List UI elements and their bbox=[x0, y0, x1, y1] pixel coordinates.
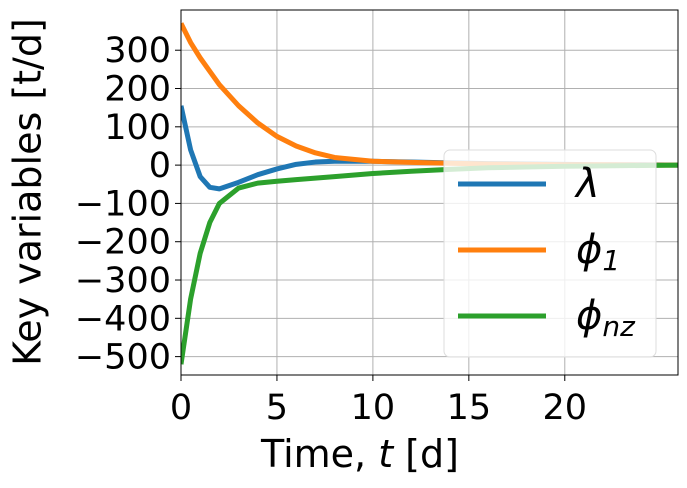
legend-label: λ bbox=[574, 161, 600, 207]
y-tick-label: 300 bbox=[104, 31, 171, 71]
legend: λ ϕ1 ϕnz bbox=[443, 149, 657, 358]
x-tick-label: 0 bbox=[170, 388, 192, 428]
series-line bbox=[181, 22, 678, 168]
x-tick-label: 15 bbox=[447, 388, 492, 428]
y-axis-label: Key variables [t/d] bbox=[6, 18, 50, 366]
legend-label: ϕ1 bbox=[576, 227, 620, 277]
y-tick-label: −200 bbox=[75, 223, 171, 263]
y-tick-label: −300 bbox=[75, 261, 171, 301]
legend-label: ϕnz bbox=[576, 293, 636, 343]
y-tick-label: 100 bbox=[104, 108, 171, 148]
x-axis-label: Time, t [d] bbox=[260, 432, 459, 476]
x-tick-label: 5 bbox=[266, 388, 288, 428]
axes-frame bbox=[180, 9, 679, 376]
legend-box bbox=[443, 149, 657, 358]
y-tick-label: 200 bbox=[104, 70, 171, 110]
y-tick-label: −100 bbox=[75, 184, 171, 224]
y-tick-label: −500 bbox=[75, 338, 171, 378]
x-tick-label: 20 bbox=[543, 388, 588, 428]
x-tick-label: 10 bbox=[351, 388, 396, 428]
y-tick-label: 0 bbox=[149, 146, 171, 186]
y-tick-label: −400 bbox=[75, 299, 171, 339]
